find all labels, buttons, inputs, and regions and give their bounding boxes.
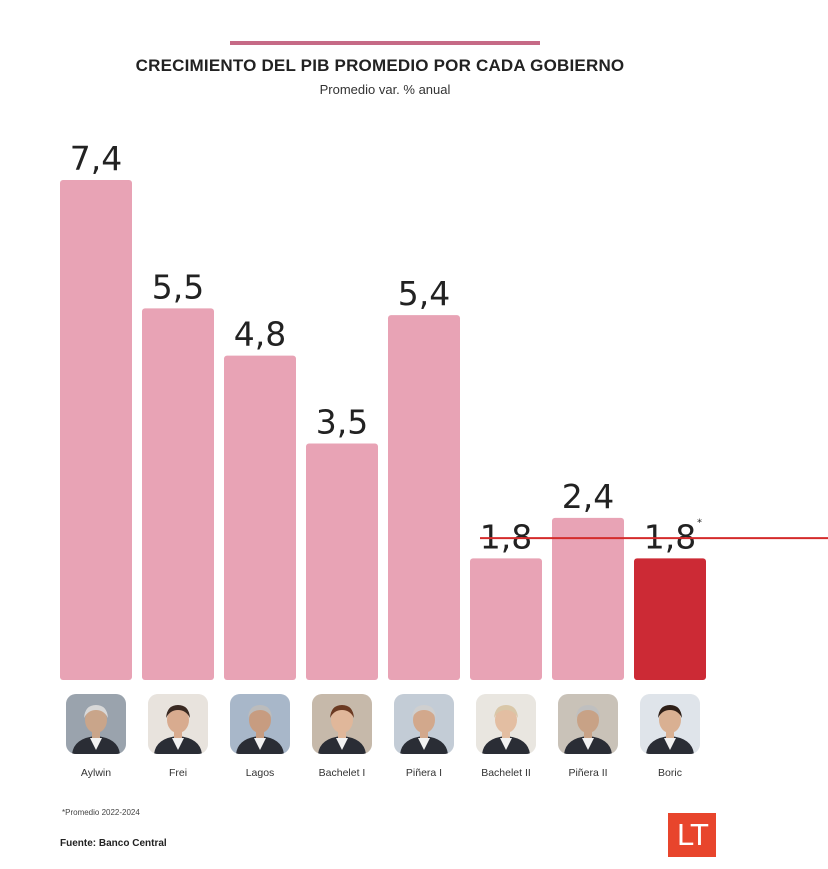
value-label: 1,8 <box>480 517 532 556</box>
bar-frei <box>142 308 214 680</box>
category-label: Frei <box>168 767 188 779</box>
bar-bachelet-ii <box>470 558 542 680</box>
bar-bachelet-i <box>306 443 378 680</box>
category-label: Piñera II <box>568 767 608 779</box>
footnote-marker: * <box>697 517 702 528</box>
value-label: 5,5 <box>152 267 204 306</box>
category-label: Lagos <box>245 767 275 779</box>
value-label: 7,4 <box>70 139 122 178</box>
portrait-boric <box>640 694 700 754</box>
category-label: Boric <box>658 767 682 779</box>
value-label: 5,4 <box>398 274 450 313</box>
bar-boric <box>634 558 706 680</box>
category-label: Bachelet I <box>318 767 366 779</box>
portrait-aylwin <box>66 694 126 754</box>
chart-title: CRECIMIENTO DEL PIB PROMEDIO POR CADA GO… <box>135 56 625 75</box>
value-label: 4,8 <box>234 315 286 354</box>
bar-pi-era-ii <box>552 517 624 680</box>
bar-aylwin <box>60 180 132 680</box>
bar-pi-era-i <box>388 315 460 680</box>
title-accent-rule <box>230 41 540 45</box>
portrait-bachelet-ii <box>476 694 536 754</box>
lt-logo: LT <box>668 813 716 857</box>
value-label: 3,5 <box>316 403 368 442</box>
value-label: 2,4 <box>562 477 614 516</box>
portrait-frei <box>148 694 208 754</box>
portrait-lagos <box>230 694 290 754</box>
chart-subtitle: Promedio var. % anual <box>319 82 451 97</box>
portrait-pi-era-i <box>394 694 454 754</box>
portrait-pi-era-ii <box>558 694 618 754</box>
footnote: *Promedio 2022-2024 <box>62 808 140 817</box>
category-label: Piñera I <box>405 767 443 779</box>
source-note: Fuente: Banco Central <box>60 838 167 849</box>
value-label: 1,8 <box>644 517 696 556</box>
category-label: Aylwin <box>80 767 112 779</box>
category-label: Bachelet II <box>481 767 531 779</box>
portrait-bachelet-i <box>312 694 372 754</box>
bar-lagos <box>224 355 296 680</box>
